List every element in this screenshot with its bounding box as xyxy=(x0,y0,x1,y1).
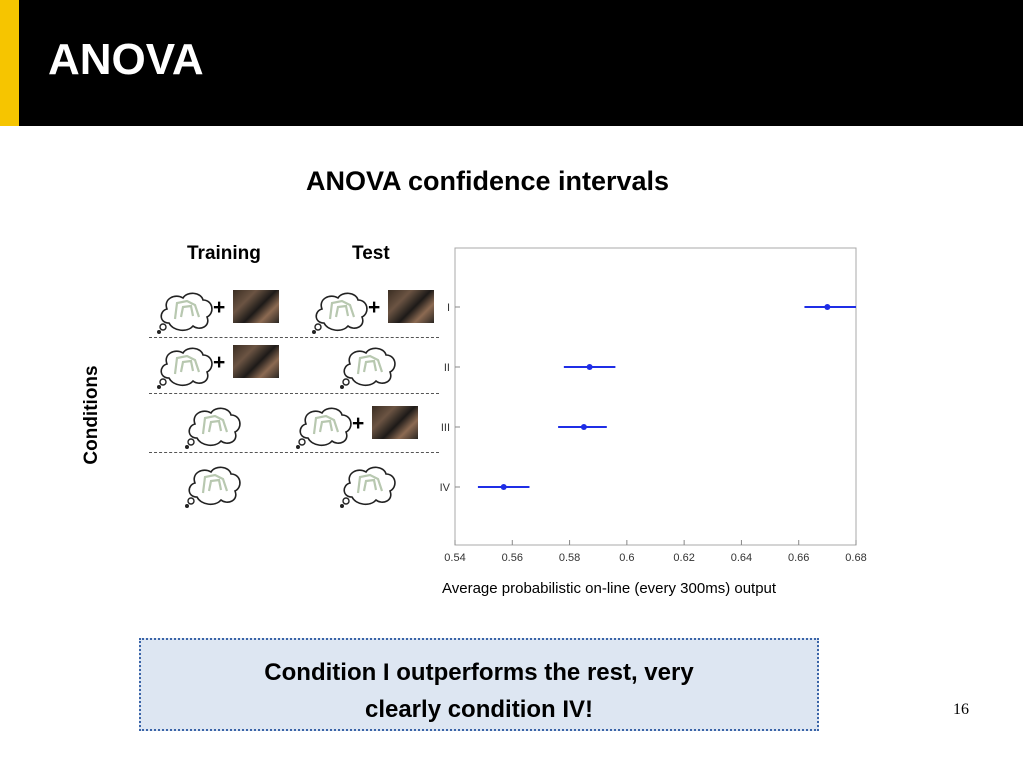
mean-point xyxy=(500,484,507,490)
y-tick-label: I xyxy=(447,302,450,314)
hand-photo xyxy=(372,406,418,439)
thought-bubble-icon xyxy=(312,292,368,334)
thought-bubble-icon xyxy=(157,347,213,389)
x-tick-label: 0.6 xyxy=(619,552,634,564)
row-divider xyxy=(149,452,439,453)
accent-stripe xyxy=(0,0,19,126)
title-bar: ANOVA xyxy=(0,0,1023,126)
mean-point xyxy=(580,424,587,430)
x-tick-label: 0.64 xyxy=(731,552,752,564)
training-column-header: Training xyxy=(187,243,261,264)
plus-sign: + xyxy=(213,351,226,374)
plus-sign: + xyxy=(368,296,381,319)
plot-frame xyxy=(454,247,857,546)
mean-point xyxy=(586,364,593,370)
conclusion-line-1: Condition I outperforms the rest, very xyxy=(264,659,694,686)
conclusion-box: Condition I outperforms the rest, very c… xyxy=(139,638,819,731)
conclusion-line-2: clearly condition IV! xyxy=(364,696,594,723)
x-tick-label: 0.68 xyxy=(845,552,866,564)
x-tick-label: 0.54 xyxy=(444,552,465,564)
thought-bubble-icon xyxy=(340,347,396,389)
thought-bubble-icon xyxy=(185,407,241,449)
plus-sign: + xyxy=(213,296,226,319)
slide-subtitle: ANOVA confidence intervals xyxy=(305,166,670,196)
x-tick-label: 0.58 xyxy=(559,552,580,564)
page-number: 16 xyxy=(953,701,969,718)
hand-photo xyxy=(388,290,434,323)
chart-x-axis-label: Average probabilistic on-line (every 300… xyxy=(442,580,777,597)
row-divider xyxy=(149,393,439,394)
x-tick-label: 0.56 xyxy=(502,552,523,564)
x-tick-label: 0.66 xyxy=(788,552,809,564)
thought-bubble-icon xyxy=(185,466,241,508)
thought-bubble-icon xyxy=(340,466,396,508)
hand-photo xyxy=(233,290,279,323)
plus-sign: + xyxy=(352,412,365,435)
slide-title: ANOVA xyxy=(48,35,204,84)
mean-point xyxy=(824,304,831,310)
hand-photo xyxy=(233,345,279,378)
y-tick-label: II xyxy=(444,362,450,374)
test-column-header: Test xyxy=(352,243,390,264)
x-tick-label: 0.62 xyxy=(673,552,694,564)
row-divider xyxy=(149,337,439,338)
thought-bubble-icon xyxy=(157,292,213,334)
thought-bubble-icon xyxy=(296,407,352,449)
y-tick-label: IV xyxy=(440,482,451,494)
y-tick-label: III xyxy=(441,422,450,434)
